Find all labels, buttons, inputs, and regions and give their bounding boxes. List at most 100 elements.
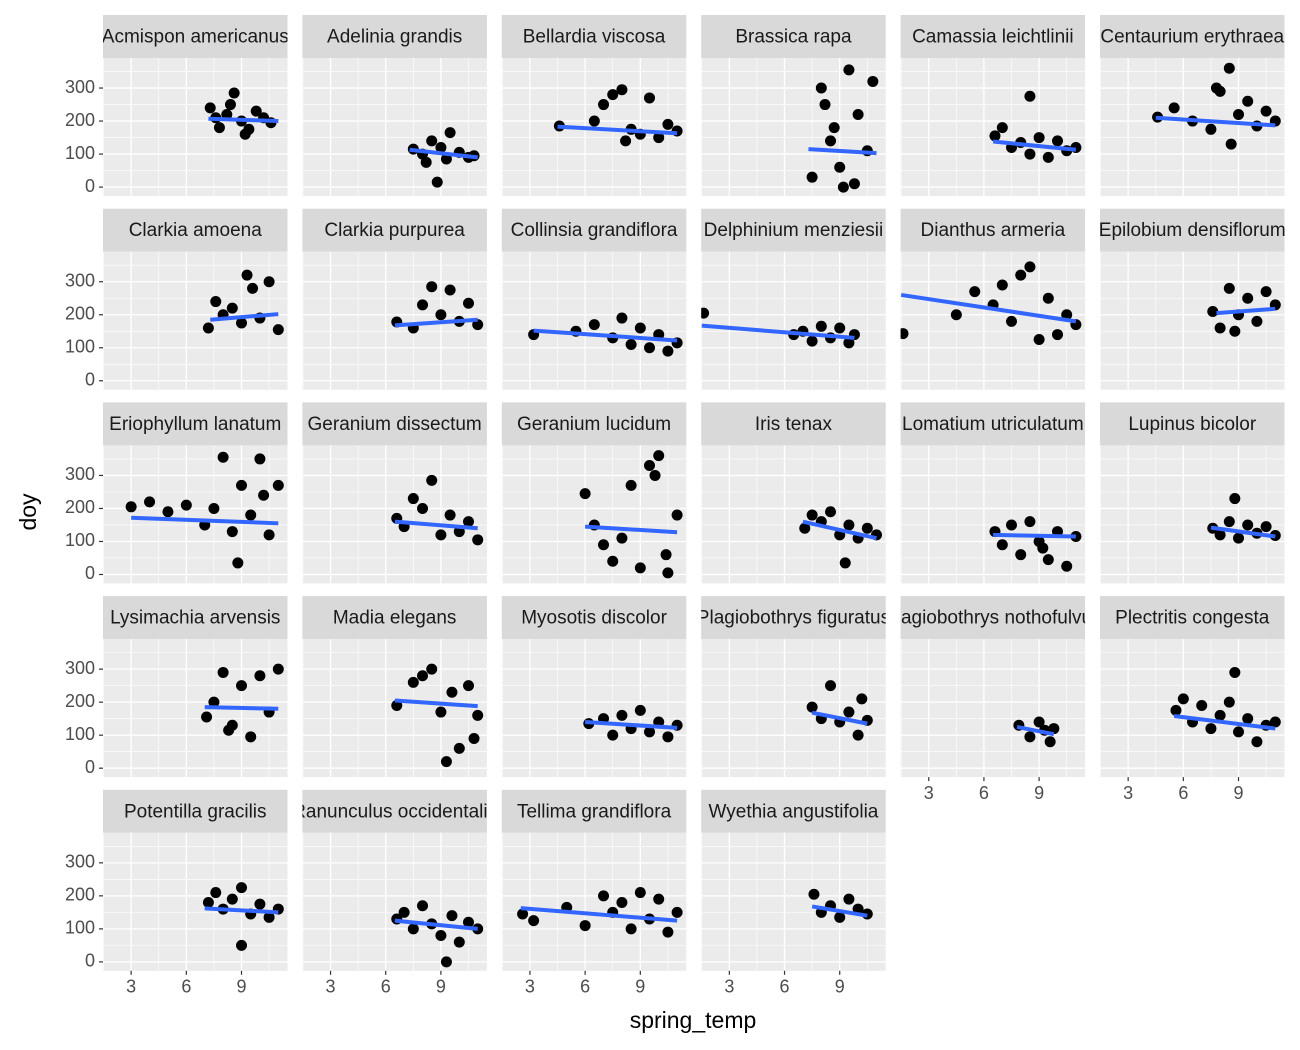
strip-label: Clarkia purpurea xyxy=(324,220,465,241)
point xyxy=(819,99,831,111)
panel-background xyxy=(701,832,886,971)
point xyxy=(828,122,840,134)
point xyxy=(653,893,665,905)
point xyxy=(228,87,240,99)
strip-label: Myosotis discolor xyxy=(521,608,667,629)
fit-line xyxy=(1155,115,1276,128)
point xyxy=(236,479,248,491)
point xyxy=(969,286,981,298)
point xyxy=(1223,62,1235,74)
point xyxy=(815,82,827,94)
panel-marks xyxy=(1152,62,1281,150)
panel-marks xyxy=(528,312,683,357)
point xyxy=(996,539,1008,551)
strip-label: Brassica rapa xyxy=(735,27,852,48)
fit-line xyxy=(1216,306,1276,316)
fit-line xyxy=(394,317,478,328)
y-tick-label: 200 xyxy=(65,497,95,517)
point xyxy=(1269,716,1281,728)
panel-background xyxy=(900,251,1086,390)
strip-label: Plectritis congesta xyxy=(1115,608,1270,629)
point xyxy=(254,670,266,682)
point xyxy=(1033,132,1045,144)
point xyxy=(263,911,275,923)
point xyxy=(1233,726,1245,738)
fit-line xyxy=(701,323,855,340)
point xyxy=(247,282,259,294)
strip xyxy=(501,208,687,252)
strip-label: Collinsia grandiflora xyxy=(511,220,678,241)
fit-line xyxy=(394,698,478,709)
strip xyxy=(701,208,886,252)
panel-background xyxy=(701,58,886,196)
x-tick-label: 6 xyxy=(1178,783,1188,803)
point xyxy=(607,555,619,567)
point xyxy=(258,489,270,501)
point xyxy=(989,130,1001,142)
point xyxy=(144,496,156,508)
point xyxy=(653,132,665,144)
point xyxy=(671,906,683,918)
point xyxy=(453,936,465,948)
panel-background xyxy=(900,58,1086,196)
y-tick-label: 0 xyxy=(85,370,95,390)
fit-line xyxy=(204,705,279,711)
point xyxy=(417,299,429,311)
fit-line xyxy=(557,124,678,136)
point xyxy=(843,64,855,76)
point xyxy=(472,319,484,331)
point xyxy=(1251,315,1263,327)
point xyxy=(435,929,447,941)
point xyxy=(1015,269,1027,281)
point xyxy=(217,451,229,463)
strip xyxy=(302,596,487,640)
point xyxy=(1037,542,1049,554)
panel-background xyxy=(501,445,687,584)
point xyxy=(1251,736,1263,748)
panel-marks xyxy=(202,882,284,951)
strip xyxy=(302,15,487,58)
point xyxy=(1052,329,1064,341)
point xyxy=(662,731,674,743)
point xyxy=(463,680,475,692)
x-axis-title: spring_temp xyxy=(630,1007,757,1033)
point xyxy=(226,893,238,905)
panel-marks xyxy=(1207,282,1281,337)
point xyxy=(634,887,646,899)
point xyxy=(644,92,656,104)
panel-marks xyxy=(806,64,879,193)
point xyxy=(1024,90,1036,102)
strip-label: Geranium dissectum xyxy=(308,414,482,435)
y-tick-label: 100 xyxy=(65,724,95,744)
strip-label: Plagiobothrys nothofulvus xyxy=(884,608,1102,629)
point xyxy=(1177,693,1189,705)
point xyxy=(1229,666,1241,678)
point xyxy=(1214,709,1226,721)
point xyxy=(446,686,458,698)
x-tick-label: 6 xyxy=(381,977,391,997)
point xyxy=(272,324,284,336)
y-tick-label: 300 xyxy=(65,270,95,290)
fit-line xyxy=(808,147,877,156)
point xyxy=(1260,105,1272,117)
strip xyxy=(103,789,288,833)
y-tick-label: 0 xyxy=(85,563,95,583)
panel-background xyxy=(900,445,1086,584)
strip-label: Iris tenax xyxy=(755,414,833,435)
point xyxy=(660,549,672,561)
strip-label: Lupinus bicolor xyxy=(1128,414,1256,435)
point xyxy=(806,509,818,521)
point xyxy=(453,742,465,754)
point xyxy=(435,141,447,153)
point xyxy=(598,890,610,902)
point xyxy=(426,135,438,147)
point xyxy=(1024,731,1036,743)
strip xyxy=(501,596,687,640)
fit-line xyxy=(811,710,868,726)
point xyxy=(236,882,248,894)
strip xyxy=(1100,402,1285,446)
point xyxy=(616,896,628,908)
point xyxy=(588,115,600,127)
panel-marks xyxy=(989,516,1082,572)
point xyxy=(254,453,266,465)
